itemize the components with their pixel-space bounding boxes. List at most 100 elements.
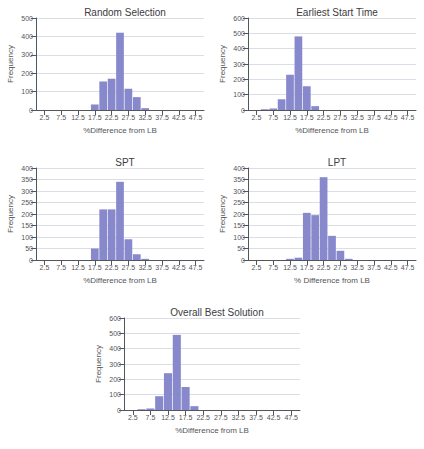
- svg-text:42.5: 42.5: [267, 414, 281, 421]
- svg-text:200: 200: [21, 211, 33, 218]
- svg-text:100: 100: [21, 234, 33, 241]
- svg-text:LPT: LPT: [328, 157, 346, 168]
- svg-text:32.5: 32.5: [350, 114, 364, 121]
- svg-text:32.5: 32.5: [138, 114, 152, 121]
- svg-text:Frequency: Frequency: [94, 345, 103, 383]
- svg-text:7.5: 7.5: [268, 264, 278, 271]
- svg-text:150: 150: [21, 222, 33, 229]
- svg-text:250: 250: [233, 199, 245, 206]
- svg-text:12.5: 12.5: [161, 414, 175, 421]
- svg-text:37.5: 37.5: [155, 264, 169, 271]
- svg-text:200: 200: [109, 376, 121, 383]
- svg-text:300: 300: [109, 361, 121, 368]
- svg-text:27.5: 27.5: [122, 264, 136, 271]
- svg-text:0: 0: [29, 107, 33, 114]
- svg-text:%Difference from LB: %Difference from LB: [295, 126, 369, 135]
- svg-text:400: 400: [109, 345, 121, 352]
- svg-text:100: 100: [233, 91, 245, 98]
- svg-text:150: 150: [233, 222, 245, 229]
- svg-text:Random Selection: Random Selection: [84, 7, 166, 18]
- svg-text:Frequency: Frequency: [218, 45, 227, 83]
- svg-text:200: 200: [21, 70, 33, 77]
- svg-text:12.5: 12.5: [71, 114, 85, 121]
- svg-text:37.5: 37.5: [155, 114, 169, 121]
- svg-text:100: 100: [233, 234, 245, 241]
- svg-text:% Difference from LB: % Difference from LB: [294, 276, 370, 285]
- svg-text:17.5: 17.5: [300, 264, 314, 271]
- svg-text:300: 300: [21, 188, 33, 195]
- svg-text:32.5: 32.5: [350, 264, 364, 271]
- svg-text:Earliest Start Time: Earliest Start Time: [296, 7, 378, 18]
- svg-text:27.5: 27.5: [122, 114, 136, 121]
- svg-text:Frequency: Frequency: [218, 195, 227, 233]
- svg-text:47.5: 47.5: [284, 414, 298, 421]
- svg-text:%Difference from LB: %Difference from LB: [83, 276, 157, 285]
- svg-text:22.5: 22.5: [317, 264, 331, 271]
- svg-text:42.5: 42.5: [172, 264, 186, 271]
- svg-text:%Difference from LB: %Difference from LB: [83, 126, 157, 135]
- svg-text:0: 0: [29, 257, 33, 264]
- svg-text:350: 350: [21, 176, 33, 183]
- svg-text:100: 100: [21, 88, 33, 95]
- svg-text:400: 400: [233, 45, 245, 52]
- svg-text:2.5: 2.5: [252, 114, 262, 121]
- svg-text:47.5: 47.5: [401, 114, 415, 121]
- svg-text:0: 0: [117, 407, 121, 414]
- svg-text:50: 50: [25, 245, 33, 252]
- svg-text:2.5: 2.5: [40, 264, 50, 271]
- svg-text:%Difference from LB: %Difference from LB: [175, 426, 249, 435]
- svg-text:Frequency: Frequency: [6, 195, 15, 233]
- svg-text:500: 500: [21, 15, 33, 22]
- svg-text:37.5: 37.5: [367, 264, 381, 271]
- svg-text:12.5: 12.5: [71, 264, 85, 271]
- svg-text:22.5: 22.5: [196, 414, 210, 421]
- svg-text:47.5: 47.5: [189, 114, 203, 121]
- svg-text:22.5: 22.5: [105, 114, 119, 121]
- svg-text:0: 0: [241, 257, 245, 264]
- svg-text:42.5: 42.5: [384, 264, 398, 271]
- svg-text:7.5: 7.5: [56, 264, 66, 271]
- svg-text:350: 350: [233, 176, 245, 183]
- svg-text:32.5: 32.5: [138, 264, 152, 271]
- svg-text:600: 600: [109, 315, 121, 322]
- svg-text:2.5: 2.5: [252, 264, 262, 271]
- svg-text:400: 400: [233, 165, 245, 172]
- svg-text:7.5: 7.5: [56, 114, 66, 121]
- svg-text:17.5: 17.5: [300, 114, 314, 121]
- svg-text:500: 500: [233, 30, 245, 37]
- svg-text:200: 200: [233, 76, 245, 83]
- svg-text:500: 500: [109, 330, 121, 337]
- svg-text:42.5: 42.5: [384, 114, 398, 121]
- svg-text:0: 0: [241, 107, 245, 114]
- svg-text:22.5: 22.5: [105, 264, 119, 271]
- svg-text:17.5: 17.5: [88, 114, 102, 121]
- svg-text:7.5: 7.5: [268, 114, 278, 121]
- svg-text:2.5: 2.5: [40, 114, 50, 121]
- svg-text:300: 300: [233, 61, 245, 68]
- svg-text:Overall Best Solution: Overall Best Solution: [170, 307, 263, 318]
- svg-text:32.5: 32.5: [232, 414, 246, 421]
- svg-text:12.5: 12.5: [283, 114, 297, 121]
- svg-text:400: 400: [21, 165, 33, 172]
- svg-text:200: 200: [233, 211, 245, 218]
- svg-text:300: 300: [233, 188, 245, 195]
- svg-text:7.5: 7.5: [146, 414, 156, 421]
- svg-text:300: 300: [21, 51, 33, 58]
- svg-text:27.5: 27.5: [214, 414, 228, 421]
- svg-text:600: 600: [233, 15, 245, 22]
- svg-text:SPT: SPT: [115, 157, 134, 168]
- svg-text:42.5: 42.5: [172, 114, 186, 121]
- svg-text:37.5: 37.5: [249, 414, 263, 421]
- svg-text:37.5: 37.5: [367, 114, 381, 121]
- svg-text:47.5: 47.5: [189, 264, 203, 271]
- svg-text:17.5: 17.5: [88, 264, 102, 271]
- svg-text:22.5: 22.5: [317, 114, 331, 121]
- svg-text:27.5: 27.5: [334, 264, 348, 271]
- svg-text:47.5: 47.5: [401, 264, 415, 271]
- svg-text:Frequency: Frequency: [6, 45, 15, 83]
- svg-text:12.5: 12.5: [283, 264, 297, 271]
- svg-text:17.5: 17.5: [179, 414, 193, 421]
- svg-text:27.5: 27.5: [334, 114, 348, 121]
- svg-text:50: 50: [237, 245, 245, 252]
- svg-text:2.5: 2.5: [128, 414, 138, 421]
